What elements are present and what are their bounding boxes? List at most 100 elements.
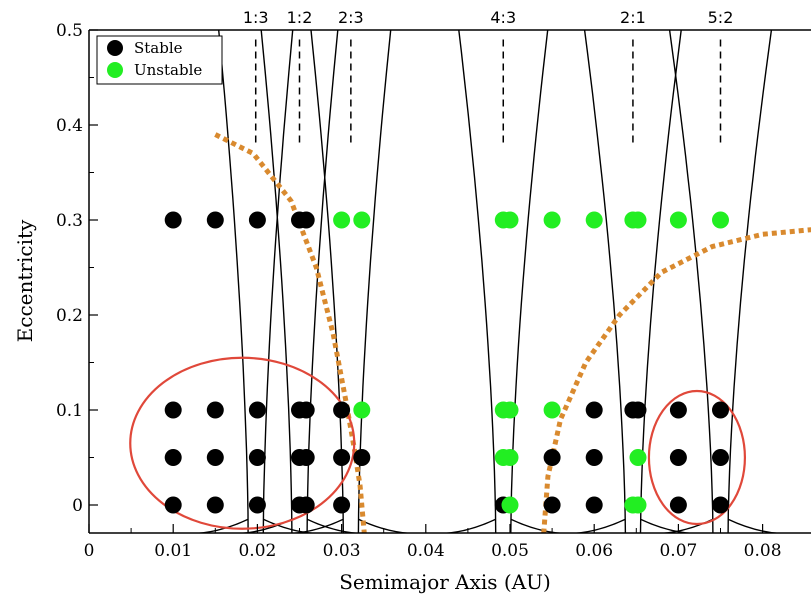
stable-point <box>629 401 647 419</box>
legend: Stable Unstable <box>96 35 223 85</box>
plot-content <box>129 30 811 533</box>
x-tick-label: 0.01 <box>154 541 192 561</box>
region-ellipse <box>647 389 747 526</box>
stable-point <box>585 401 603 419</box>
legend-unstable-marker <box>107 62 123 78</box>
resonance-label-layer: 1:3 1:2 2:3 4:3 2:1 5:2 <box>243 8 734 27</box>
unstable-point <box>629 211 647 229</box>
x-tick-label: 0.05 <box>491 541 529 561</box>
stable-point <box>669 401 687 419</box>
stable-point <box>164 496 182 514</box>
resonance-foot-right <box>306 518 359 533</box>
resonance-layer <box>196 30 780 533</box>
unstable-point <box>501 449 519 466</box>
resonance-foot-right <box>640 518 692 533</box>
stable-point <box>164 211 182 229</box>
unstable-point <box>712 211 729 229</box>
unstable-point <box>501 401 519 419</box>
resonance-label: 2:1 <box>620 8 646 27</box>
stable-point <box>248 496 266 514</box>
x-tick-label: 0.08 <box>744 541 782 561</box>
x-axis-title: Semimajor Axis (AU) <box>339 570 551 594</box>
stable-point <box>333 401 351 419</box>
stable-point <box>164 449 182 466</box>
resonance-foot-left <box>291 518 344 533</box>
resonance-boundary-right <box>727 30 773 533</box>
x-tick-label: 0 <box>84 541 95 561</box>
stable-point <box>353 449 371 466</box>
stable-point <box>248 211 266 229</box>
stable-point <box>248 401 266 419</box>
stable-point <box>585 496 603 514</box>
resonance-label: 4:3 <box>490 8 516 27</box>
ellipse-layer <box>129 356 747 530</box>
resonance-foot-left <box>196 518 249 533</box>
stable-point <box>206 496 224 514</box>
resonance-boundary-left <box>218 30 249 533</box>
unstable-point <box>585 211 603 229</box>
resonance-label: 5:2 <box>708 8 734 27</box>
region-ellipse <box>129 356 356 530</box>
unstable-point <box>629 449 647 466</box>
stability-curve-layer <box>214 132 811 533</box>
legend-unstable-label: Unstable <box>134 61 202 79</box>
stable-point <box>585 449 603 466</box>
stable-point <box>543 449 561 466</box>
resonance-foot-right <box>262 518 315 533</box>
unstable-point <box>353 401 371 419</box>
y-tick-label: 0.4 <box>56 116 83 136</box>
unstable-point <box>669 211 687 229</box>
stable-point <box>669 449 687 466</box>
resonance-label: 1:3 <box>243 8 269 27</box>
stable-point <box>297 496 315 514</box>
axis-layer: 0 0.01 0.02 0.03 0.04 0.05 0.06 0.07 0.08 0 0.1 0.2… <box>56 21 811 561</box>
resonance-foot-left <box>444 518 496 533</box>
resonance-boundary-left <box>458 30 497 533</box>
stable-point <box>333 496 351 514</box>
unstable-point <box>629 496 647 514</box>
x-tick-label: 0.07 <box>659 541 697 561</box>
y-tick-label: 0.2 <box>56 306 83 326</box>
stable-point <box>297 211 315 229</box>
resonance-label: 2:3 <box>338 8 364 27</box>
stable-point <box>712 496 729 514</box>
unstable-point <box>501 211 519 229</box>
y-tick-label: 0.3 <box>56 211 83 231</box>
resonance-foot-left <box>573 518 626 533</box>
stable-point <box>206 449 224 466</box>
unstable-point <box>501 496 519 514</box>
stable-point <box>297 449 315 466</box>
x-tick-label: 0.02 <box>238 541 276 561</box>
y-tick-label: 0.1 <box>56 401 83 421</box>
unstable-point <box>543 211 561 229</box>
unstable-point <box>543 401 561 419</box>
resonance-foot-right <box>510 518 563 533</box>
y-tick-label: 0.5 <box>56 21 83 41</box>
stable-point <box>333 449 351 466</box>
x-tick-label: 0.04 <box>407 541 445 561</box>
resonance-boundary-left <box>260 30 293 533</box>
stable-point <box>712 401 729 419</box>
stability-boundary-curve <box>541 227 811 533</box>
resonance-foot-left <box>661 518 714 533</box>
legend-stable-label: Stable <box>134 39 183 57</box>
stable-point <box>669 496 687 514</box>
stable-point <box>712 449 729 466</box>
stable-point <box>297 401 315 419</box>
stable-point <box>206 401 224 419</box>
x-tick-label: 0.03 <box>323 541 361 561</box>
stable-point <box>206 211 224 229</box>
unstable-point <box>333 211 351 229</box>
y-tick-label: 0 <box>72 496 83 516</box>
resonance-label: 1:2 <box>287 8 313 27</box>
resonance-boundary-left <box>668 30 714 533</box>
resonance-boundary-left <box>583 30 627 533</box>
unstable-point <box>353 211 371 229</box>
resonance-boundary-right <box>262 30 294 533</box>
point-layer <box>164 211 729 514</box>
legend-stable-marker <box>107 40 123 56</box>
y-axis-title: Eccentricity <box>13 219 37 342</box>
stable-point <box>164 401 182 419</box>
x-tick-label: 0.06 <box>575 541 613 561</box>
